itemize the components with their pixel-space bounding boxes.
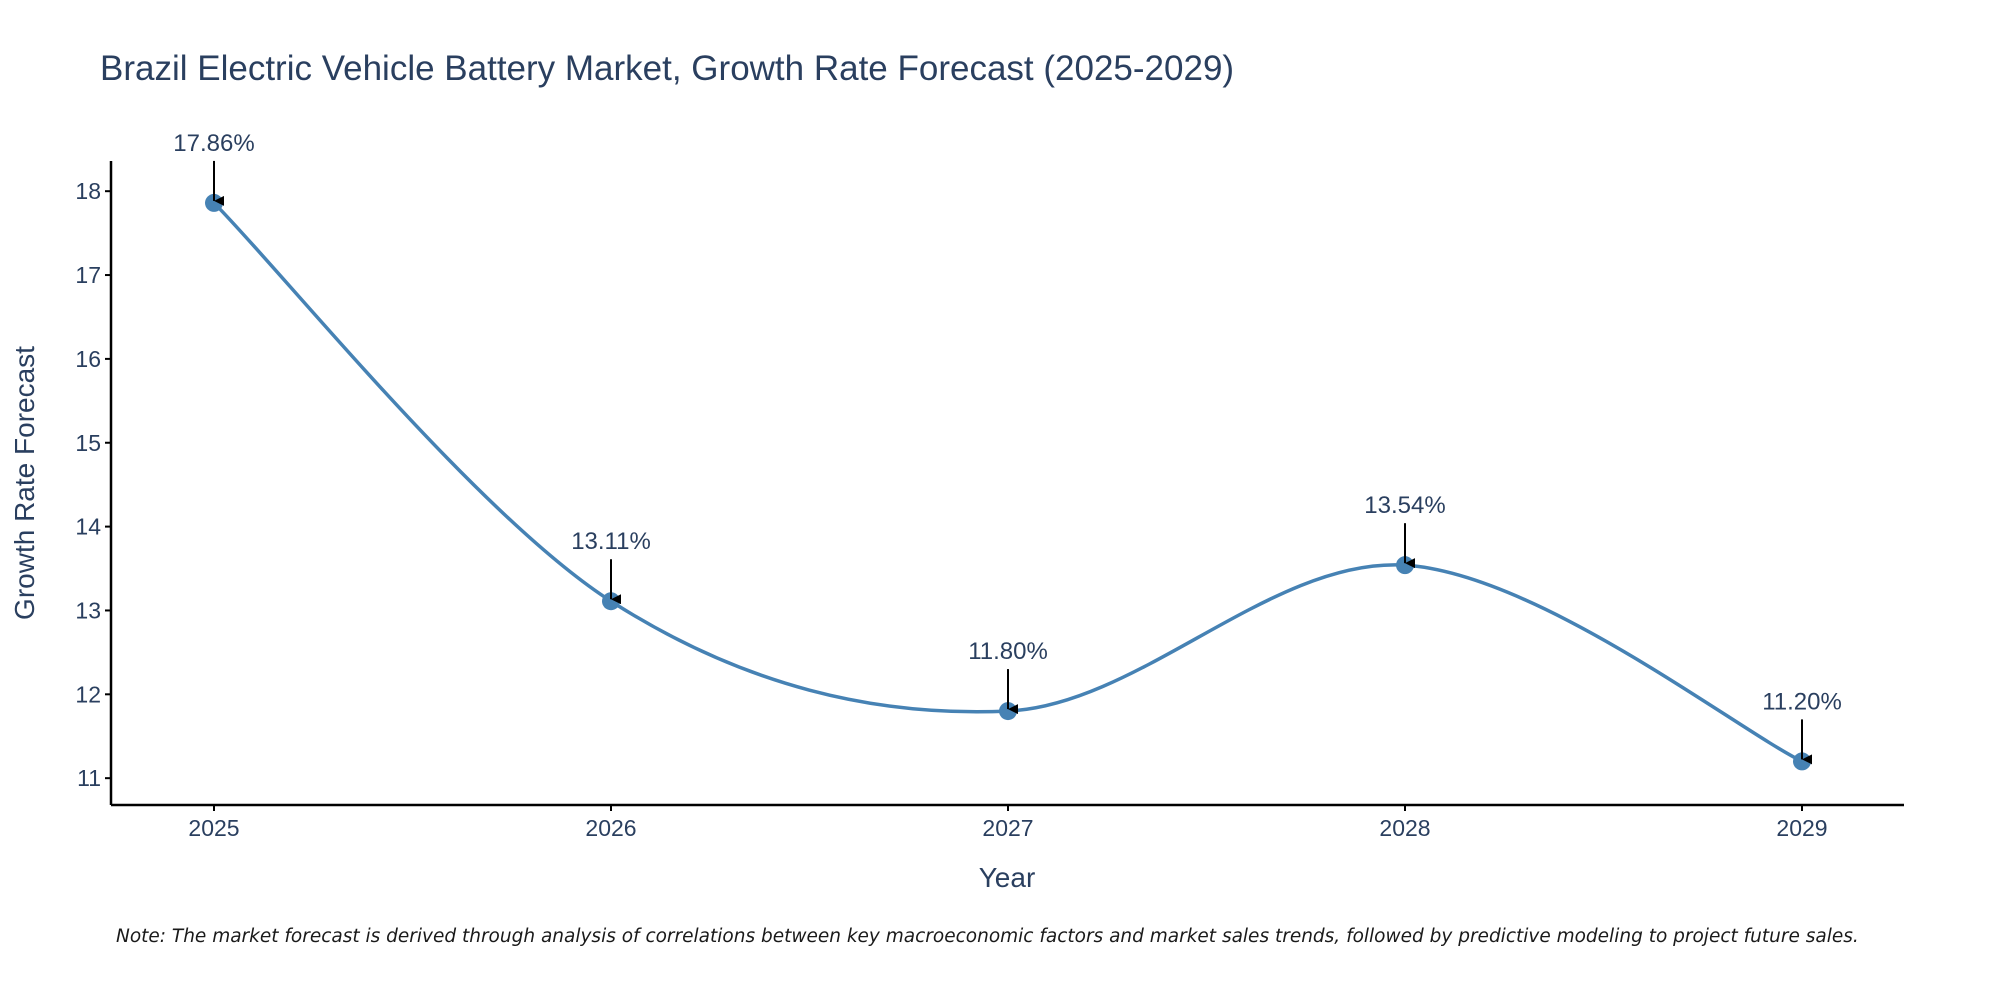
y-tick-label: 15: [75, 430, 101, 456]
x-tick-label: 2029: [1776, 815, 1827, 841]
data-label: 17.86%: [173, 130, 254, 157]
y-tick-label: 13: [75, 597, 101, 623]
x-tick-label: 2025: [188, 815, 239, 841]
x-tick-label: 2026: [585, 815, 636, 841]
data-label: 13.54%: [1364, 492, 1445, 519]
y-tick-label: 18: [75, 178, 101, 204]
data-annotations: 17.86% 13.11% 11.80% 13.54% 11.20%: [173, 130, 1842, 765]
x-tick-label: 2028: [1379, 815, 1430, 841]
data-label: 13.11%: [571, 528, 651, 555]
y-tick-label: 14: [75, 514, 101, 540]
x-axis-ticks: 2025 2026 2027 2028 2029: [188, 805, 1828, 841]
y-tick-label: 17: [75, 262, 101, 288]
y-axis-title: Growth Rate Forecast: [9, 346, 40, 620]
footnote: Note: The market forecast is derived thr…: [116, 926, 1859, 947]
y-axis-ticks: 11 12 13 14 15 16 17 18: [75, 178, 111, 791]
y-tick-label: 16: [75, 346, 101, 372]
y-tick-label: 12: [75, 681, 101, 707]
chart-title: Brazil Electric Vehicle Battery Market, …: [100, 49, 1234, 88]
data-label: 11.20%: [1762, 688, 1842, 715]
x-tick-label: 2027: [982, 815, 1033, 841]
data-label: 11.80%: [968, 638, 1048, 665]
y-tick-label: 11: [77, 765, 101, 791]
x-axis-title: Year: [979, 862, 1036, 893]
